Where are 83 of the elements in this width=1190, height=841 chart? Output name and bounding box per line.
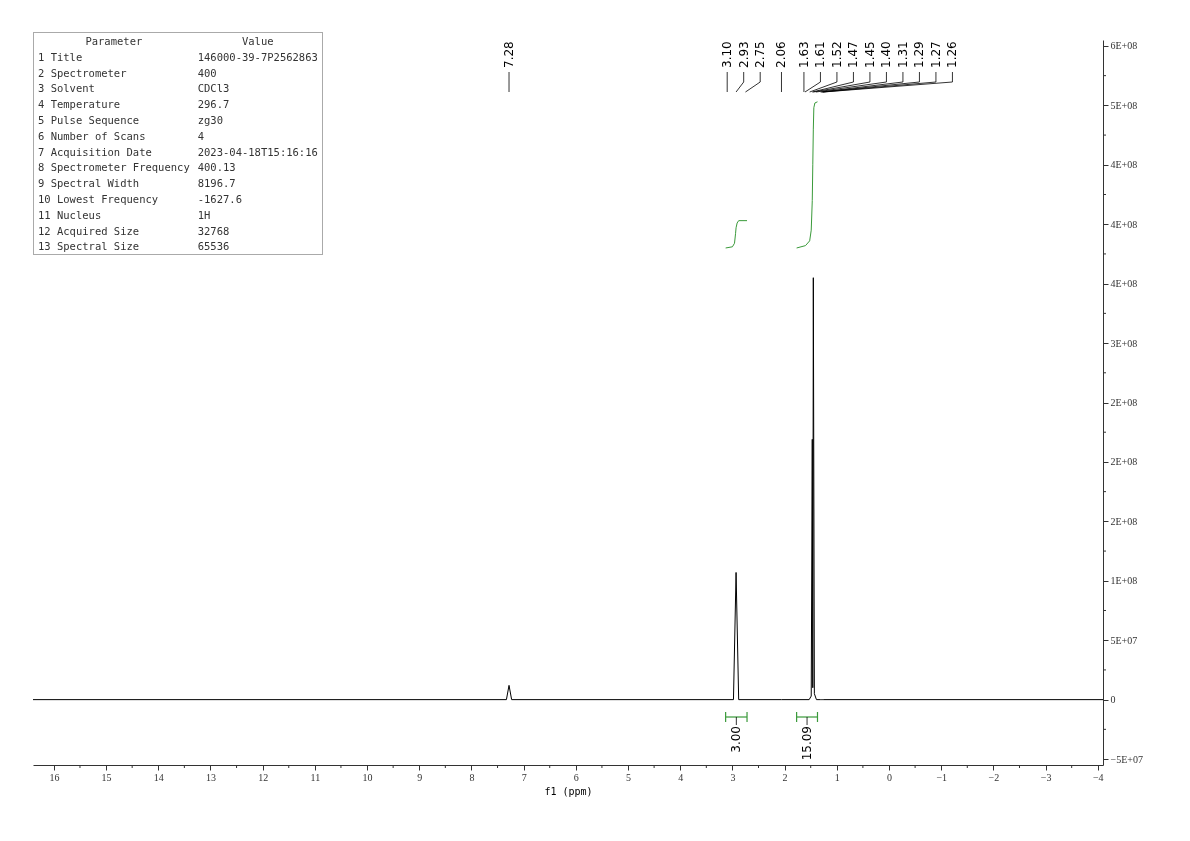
text: 32768 bbox=[197, 224, 230, 237]
y-tick-label: 2E+08 bbox=[1110, 397, 1138, 408]
x-tick-label: 3 bbox=[730, 771, 736, 783]
text: 296.7 bbox=[197, 98, 230, 111]
annotation: 15.09 bbox=[800, 726, 815, 761]
y-tick-label: 4E+08 bbox=[1110, 159, 1138, 171]
x-tick-label: 4 bbox=[678, 771, 684, 783]
line-series bbox=[796, 101, 818, 249]
annotation: 2.75 bbox=[753, 41, 768, 68]
annotation: 1.61 bbox=[813, 41, 828, 68]
y-tick-label: 1E+08 bbox=[1110, 575, 1138, 587]
x-axis-title: f1 (ppm) bbox=[544, 785, 593, 797]
y-tick-label: 6E+08 bbox=[1110, 40, 1138, 52]
line-series bbox=[33, 277, 1103, 701]
x-tick-label: 11 bbox=[310, 771, 321, 783]
text: 1H bbox=[197, 208, 211, 221]
annotation: 2.06 bbox=[774, 41, 789, 68]
category-label: Value bbox=[240, 34, 275, 49]
category-label: 2 Spectrometer bbox=[38, 66, 127, 79]
y-tick-label: 2E+08 bbox=[1110, 456, 1138, 468]
text: -1627.6 bbox=[197, 193, 242, 206]
text: 400.13 bbox=[197, 161, 236, 174]
x-tick-label: 0 bbox=[887, 771, 892, 783]
category-label: 4 Temperature bbox=[38, 98, 121, 111]
annotation: 1.27 bbox=[928, 41, 943, 68]
annotation: 1.40 bbox=[879, 41, 894, 68]
text: 65536 bbox=[197, 240, 230, 253]
y-tick-label: 3E+08 bbox=[1110, 337, 1138, 349]
x-tick-label: 12 bbox=[258, 771, 269, 783]
category-label: 6 Number of Scans bbox=[38, 129, 146, 142]
y-tick-label: 5E+07 bbox=[1110, 634, 1138, 646]
text: 2023-04-18T15:16:16 bbox=[197, 145, 318, 158]
y-tick-label: 5E+08 bbox=[1110, 99, 1138, 111]
category-label: 11 Nucleus bbox=[38, 208, 102, 221]
annotation: 3.00 bbox=[729, 726, 744, 753]
annotation: 3.10 bbox=[720, 41, 735, 68]
annotation: 2.93 bbox=[736, 41, 751, 68]
y-tick-label: −5E+07 bbox=[1110, 753, 1143, 765]
x-tick-label: 7 bbox=[521, 771, 527, 783]
category-label: 13 Spectral Size bbox=[38, 240, 140, 253]
text: 400 bbox=[197, 66, 217, 79]
line-series bbox=[725, 220, 748, 249]
x-tick-label: 16 bbox=[49, 771, 60, 783]
text: 146000-39-7P2562863 bbox=[197, 50, 318, 63]
category-label: 9 Spectral Width bbox=[38, 177, 140, 190]
y-tick-label: 0 bbox=[1110, 694, 1116, 706]
x-tick-label: −4 bbox=[1092, 771, 1104, 783]
category-label: 7 Acquisition Date bbox=[38, 145, 152, 158]
annotation: 1.45 bbox=[862, 41, 877, 68]
text: CDCl3 bbox=[197, 82, 230, 95]
annotation: 7.28 bbox=[502, 41, 517, 68]
y-tick-label: 4E+08 bbox=[1110, 278, 1138, 290]
x-tick-label: 9 bbox=[417, 771, 423, 783]
annotation: 1.52 bbox=[829, 41, 844, 68]
x-tick-label: 13 bbox=[205, 771, 216, 783]
annotation: 1.47 bbox=[846, 41, 861, 68]
annotation: 1.29 bbox=[912, 41, 927, 68]
x-tick-label: 8 bbox=[469, 771, 475, 783]
category-label: 3 Solvent bbox=[38, 82, 95, 95]
x-tick-label: 14 bbox=[153, 771, 164, 783]
annotation: 1.26 bbox=[945, 41, 960, 68]
x-tick-label: 10 bbox=[362, 771, 373, 783]
category-label: 8 Spectrometer Frequency bbox=[38, 161, 190, 174]
text: 4 bbox=[197, 129, 205, 142]
text: 8196.7 bbox=[197, 177, 236, 190]
text: zg30 bbox=[197, 114, 224, 127]
annotation: 1.31 bbox=[895, 41, 910, 68]
y-tick-label: 4E+08 bbox=[1110, 218, 1138, 230]
category-label: 1 Title bbox=[38, 50, 83, 63]
x-tick-label: −3 bbox=[1040, 771, 1052, 783]
category-label: 12 Acquired Size bbox=[38, 224, 140, 237]
category-label: 5 Pulse Sequence bbox=[38, 114, 140, 127]
annotation: 1.63 bbox=[796, 41, 811, 68]
y-tick-label: 2E+08 bbox=[1110, 515, 1138, 527]
x-tick-label: −1 bbox=[936, 771, 948, 783]
x-tick-label: 15 bbox=[101, 771, 112, 783]
category-label: Parameter bbox=[84, 34, 144, 49]
x-tick-label: 6 bbox=[573, 771, 579, 783]
category-label: 10 Lowest Frequency bbox=[38, 193, 159, 206]
x-tick-label: 1 bbox=[834, 771, 840, 783]
x-tick-label: 5 bbox=[626, 771, 632, 783]
x-tick-label: 2 bbox=[782, 771, 788, 783]
x-tick-label: −2 bbox=[988, 771, 1000, 783]
